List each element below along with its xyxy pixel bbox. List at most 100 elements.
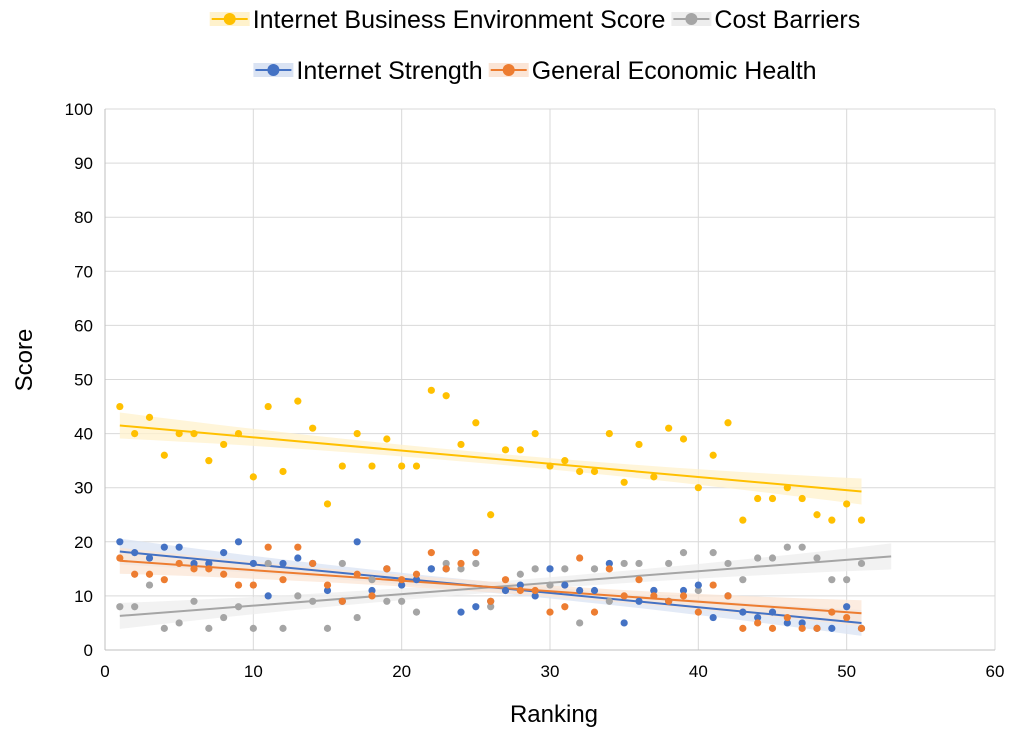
- data-points: [116, 386, 866, 632]
- x-tick-label-3: 30: [541, 662, 560, 681]
- point-general-economic-health-21: [412, 570, 421, 578]
- point-general-economic-health-2: [131, 570, 139, 578]
- point-general-economic-health-23: [442, 565, 450, 573]
- point-internet-strength-25: [472, 603, 480, 611]
- y-tick-label-5: 50: [74, 371, 93, 390]
- point-general-economic-health-22: [427, 549, 435, 557]
- point-general-economic-health-31: [561, 603, 569, 611]
- point-cost-barriers-33: [590, 565, 599, 573]
- point-internet-strength-44: [754, 613, 762, 622]
- legend-marker-internet-strength: [267, 64, 280, 76]
- point-internet-business-environment-score-21: [412, 462, 421, 470]
- point-general-economic-health-38: [665, 597, 673, 605]
- point-cost-barriers-25: [472, 559, 480, 568]
- point-cost-barriers-47: [798, 543, 806, 551]
- point-internet-strength-18: [368, 586, 376, 595]
- point-cost-barriers-16: [338, 559, 346, 568]
- point-internet-strength-33: [590, 586, 599, 595]
- point-internet-strength-50: [843, 603, 851, 611]
- point-general-economic-health-47: [798, 624, 806, 632]
- point-internet-business-environment-score-35: [620, 478, 628, 486]
- y-tick-label-4: 40: [74, 425, 93, 444]
- point-internet-business-environment-score-19: [383, 435, 391, 443]
- point-cost-barriers-7: [205, 624, 213, 632]
- point-general-economic-health-7: [205, 565, 213, 573]
- point-cost-barriers-21: [412, 608, 421, 616]
- point-general-economic-health-33: [590, 608, 599, 616]
- point-cost-barriers-34: [605, 597, 613, 605]
- trend-lines: [119, 424, 892, 624]
- point-general-economic-health-28: [516, 586, 524, 595]
- point-cost-barriers-11: [264, 559, 272, 568]
- y-tick-label-2: 20: [74, 533, 93, 552]
- point-internet-strength-46: [783, 619, 791, 627]
- point-general-economic-health-12: [279, 576, 287, 584]
- point-general-economic-health-14: [309, 559, 317, 568]
- point-cost-barriers-32: [576, 619, 584, 627]
- point-cost-barriers-28: [516, 570, 524, 578]
- point-internet-business-environment-score-48: [813, 511, 821, 519]
- y-tick-label-3: 30: [74, 479, 93, 498]
- point-cost-barriers-38: [665, 559, 673, 568]
- point-internet-business-environment-score-7: [205, 457, 213, 465]
- point-general-economic-health-42: [724, 592, 732, 600]
- x-tick-label-4: 40: [689, 662, 708, 681]
- point-general-economic-health-50: [843, 613, 851, 622]
- point-general-economic-health-41: [709, 581, 717, 589]
- legend-marker-internet-business-environment-score: [223, 13, 236, 25]
- point-internet-business-environment-score-20: [398, 462, 406, 470]
- point-cost-barriers-10: [249, 624, 257, 632]
- point-internet-strength-17: [353, 538, 361, 546]
- point-internet-strength-15: [323, 586, 332, 595]
- point-internet-strength-27: [501, 586, 510, 595]
- point-internet-business-environment-score-4: [160, 451, 168, 459]
- legend-marker-general-economic-health: [502, 64, 515, 76]
- legend-label-general-economic-health: General Economic Health: [532, 57, 817, 85]
- point-internet-strength-9: [234, 538, 243, 546]
- point-general-economic-health-15: [323, 581, 332, 589]
- point-internet-business-environment-score-12: [279, 467, 287, 476]
- point-internet-business-environment-score-43: [739, 516, 747, 524]
- point-cost-barriers-9: [234, 603, 243, 611]
- point-cost-barriers-41: [709, 549, 717, 557]
- point-internet-business-environment-score-11: [264, 402, 272, 411]
- point-cost-barriers-6: [190, 597, 198, 605]
- point-internet-strength-45: [768, 608, 777, 616]
- point-general-economic-health-5: [175, 559, 183, 568]
- point-cost-barriers-24: [457, 565, 465, 573]
- x-tick-label-1: 10: [244, 662, 263, 681]
- legend-label-internet-strength: Internet Strength: [296, 57, 482, 85]
- point-internet-strength-6: [190, 559, 198, 568]
- point-general-economic-health-51: [857, 624, 866, 632]
- point-internet-business-environment-score-50: [843, 500, 851, 508]
- point-cost-barriers-44: [754, 554, 762, 562]
- point-internet-strength-37: [650, 586, 658, 595]
- point-general-economic-health-17: [353, 570, 361, 578]
- point-internet-strength-34: [605, 559, 613, 568]
- legend: Internet Business Environment Score Cost …: [209, 6, 860, 85]
- point-cost-barriers-50: [843, 576, 851, 584]
- point-cost-barriers-14: [309, 597, 317, 605]
- point-internet-business-environment-score-2: [131, 430, 139, 438]
- point-internet-business-environment-score-1: [116, 402, 124, 411]
- point-internet-strength-10: [249, 559, 257, 568]
- point-internet-strength-3: [145, 554, 154, 562]
- point-general-economic-health-10: [249, 581, 257, 589]
- point-internet-strength-31: [561, 581, 569, 589]
- point-general-economic-health-11: [264, 543, 272, 551]
- point-internet-business-environment-score-44: [754, 494, 762, 503]
- legend-label-cost-barriers: Cost Barriers: [714, 6, 860, 34]
- point-general-economic-health-24: [457, 559, 465, 568]
- point-general-economic-health-32: [576, 554, 584, 562]
- trend-line-cost-barriers: [119, 555, 892, 617]
- point-general-economic-health-40: [694, 608, 702, 616]
- point-cost-barriers-35: [620, 559, 628, 568]
- x-tick-label-2: 20: [392, 662, 411, 681]
- point-internet-strength-24: [457, 608, 465, 616]
- point-cost-barriers-1: [116, 603, 124, 611]
- point-general-economic-health-37: [650, 592, 658, 600]
- legend-label-internet-business-environment-score: Internet Business Environment Score: [253, 6, 666, 34]
- point-cost-barriers-17: [353, 613, 361, 622]
- point-internet-business-environment-score-22: [427, 386, 435, 394]
